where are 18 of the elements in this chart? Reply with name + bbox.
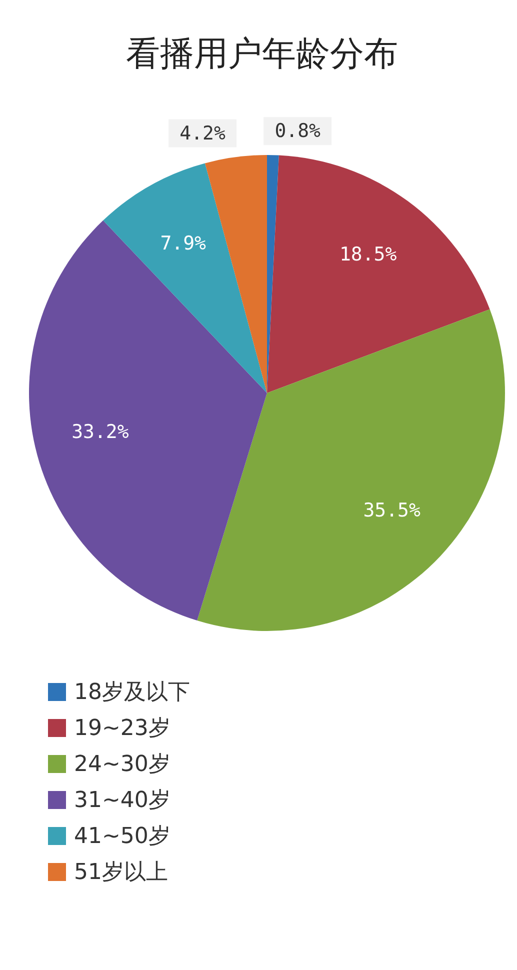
chart-title: 看播用户年龄分布 [126,34,398,74]
pie-slice [204,155,267,393]
data-label: 7.9% [160,232,207,255]
pie-slice [29,220,267,620]
legend-label: 51岁以上 [74,859,168,887]
legend-label: 31~40岁 [74,787,170,815]
data-label: 18.5% [339,244,398,266]
data-label: 0.8% [274,120,322,142]
pie-slice [197,309,505,631]
legend-label: 41~50岁 [74,823,170,851]
data-label: 35.5% [363,499,421,522]
legend-label: 19~23岁 [74,715,170,743]
data-label: 33.2% [72,421,130,444]
data-label: 4.2% [180,122,226,144]
legend-label: 24~30岁 [74,751,170,779]
pie-slice [267,155,490,393]
pie-slice [103,163,267,393]
legend-label: 18岁及以下 [74,679,190,707]
